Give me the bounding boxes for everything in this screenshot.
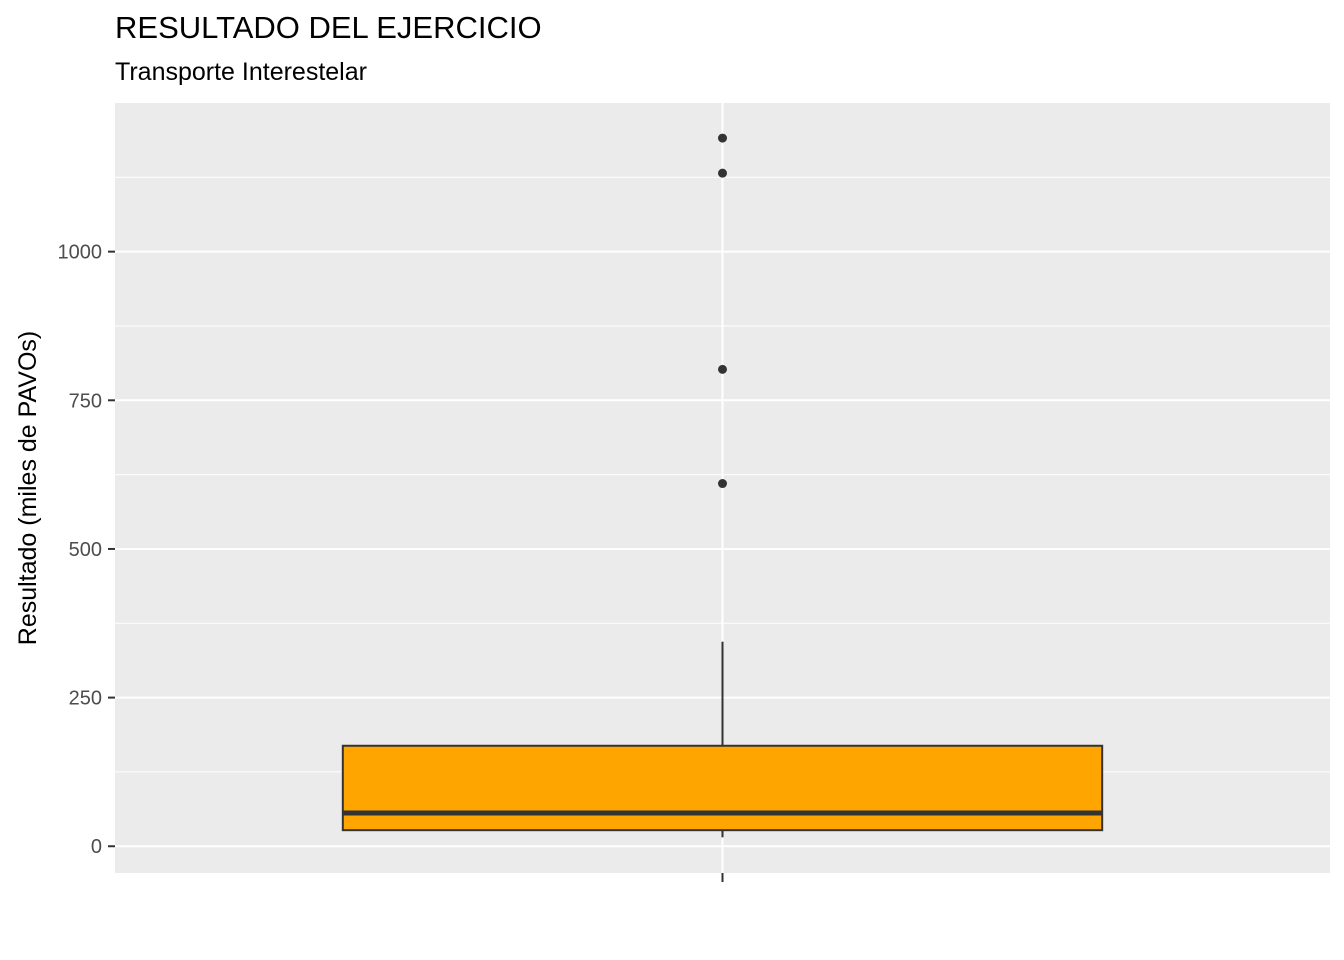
y-tick-label: 500 [69,539,102,561]
y-tick-label: 250 [69,688,102,710]
outlier-point [718,133,727,143]
chart-title: RESULTADO DEL EJERCICIO [115,10,542,45]
y-tick-label: 0 [91,836,102,858]
outliers [718,133,727,489]
box-layer [341,641,1104,838]
outlier-point [718,364,727,374]
chart-subtitle: Transporte Interestelar [115,58,367,86]
y-axis-title: Resultado (miles de PAVOs) [14,331,42,645]
outlier-point [718,479,727,489]
y-tick-label: 1000 [58,242,103,264]
y-axis: 0 250 500 750 1000 [58,242,115,858]
outlier-point [718,168,727,178]
y-tick-label: 750 [69,390,102,412]
box-iqr [341,744,1104,832]
